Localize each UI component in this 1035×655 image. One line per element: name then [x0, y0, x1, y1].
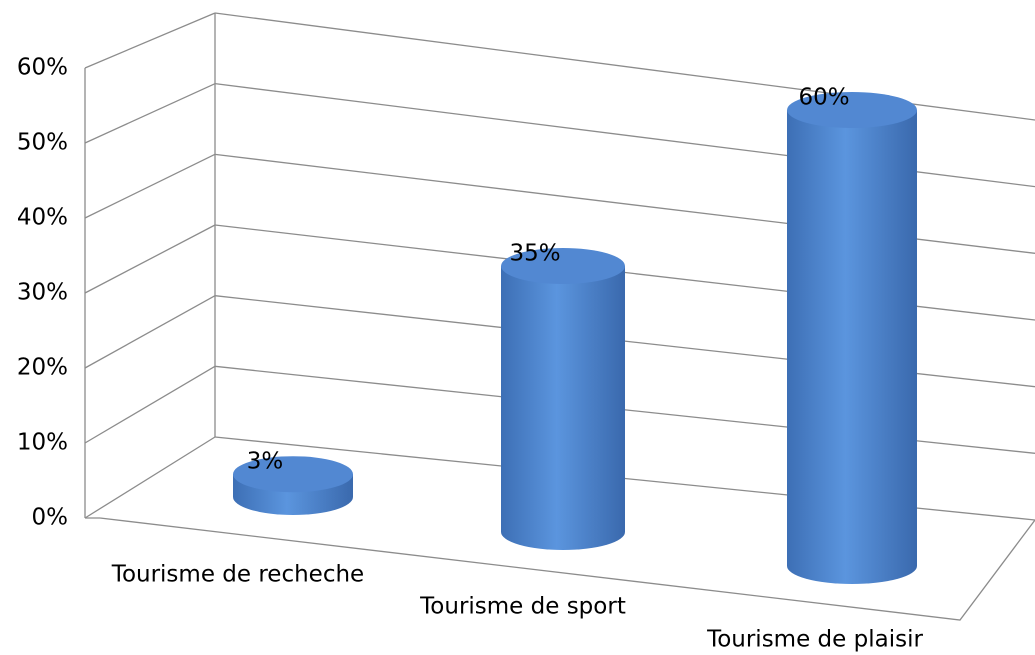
grid-line	[84, 295, 216, 369]
y-tick-label: 20%	[17, 355, 68, 381]
grid-line	[84, 365, 216, 444]
grid-line	[84, 436, 216, 519]
floor	[85, 517, 1035, 621]
grid-line	[84, 12, 216, 69]
x-tick-label: Tourisme de sport	[419, 594, 626, 620]
y-tick-label: 50%	[17, 130, 68, 156]
y-tick-label: 60%	[17, 55, 68, 81]
value-label: 35%	[509, 241, 560, 267]
y-tick-label: 0%	[32, 505, 69, 531]
value-label: 3%	[247, 449, 284, 475]
y-tick-label: 10%	[17, 430, 68, 456]
y-tick-label: 30%	[17, 280, 68, 306]
bar-top	[787, 92, 917, 128]
y-tick-label: 40%	[17, 205, 68, 231]
grid-line	[84, 224, 216, 294]
grid-line	[84, 153, 216, 219]
grid-line	[84, 83, 216, 144]
bar-top	[233, 456, 353, 493]
value-label: 60%	[798, 85, 849, 111]
x-tick-label: Tourisme de plaisir	[706, 627, 923, 653]
bar	[501, 266, 625, 550]
bar-top	[501, 248, 625, 284]
bar	[787, 110, 917, 584]
x-tick-label: Tourisme de recheche	[111, 562, 364, 588]
